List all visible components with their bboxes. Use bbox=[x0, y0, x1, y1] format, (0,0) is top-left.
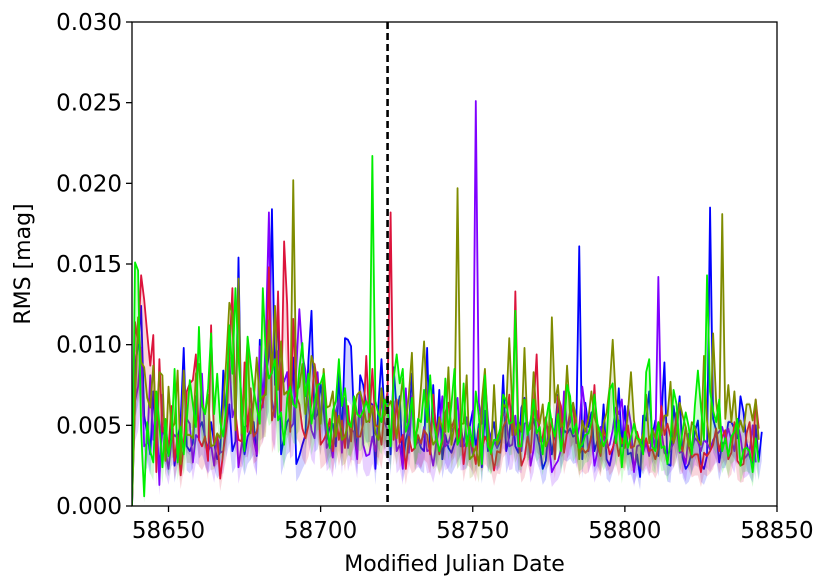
y-tick-label: 0.010 bbox=[56, 333, 122, 359]
y-tick-label: 0.005 bbox=[56, 413, 122, 439]
x-tick-label: 58650 bbox=[132, 518, 205, 544]
x-tick-label: 58800 bbox=[588, 518, 661, 544]
series-3-band bbox=[132, 210, 759, 506]
series-4-line bbox=[132, 179, 760, 506]
series-5-band bbox=[132, 153, 759, 506]
y-tick-label: 0.025 bbox=[56, 91, 122, 117]
series-5-line bbox=[132, 155, 760, 506]
series-4-band bbox=[132, 178, 759, 506]
y-axis-label: RMS [mag] bbox=[11, 203, 36, 324]
y-tick-label: 0.020 bbox=[56, 171, 122, 197]
x-tick-label: 58700 bbox=[284, 518, 357, 544]
y-tick-label: 0.030 bbox=[56, 10, 122, 36]
x-tick-label: 58850 bbox=[740, 518, 813, 544]
y-tick-label: 0.000 bbox=[56, 494, 122, 520]
series-layer bbox=[132, 99, 763, 506]
y-tick-label: 0.015 bbox=[56, 252, 122, 278]
ticks-layer: 58650 58700 58750 58800 58850 0.000 0.005 0.010… bbox=[56, 10, 813, 544]
x-tick-label: 58750 bbox=[436, 518, 509, 544]
x-axis-label: Modified Julian Date bbox=[344, 552, 565, 577]
